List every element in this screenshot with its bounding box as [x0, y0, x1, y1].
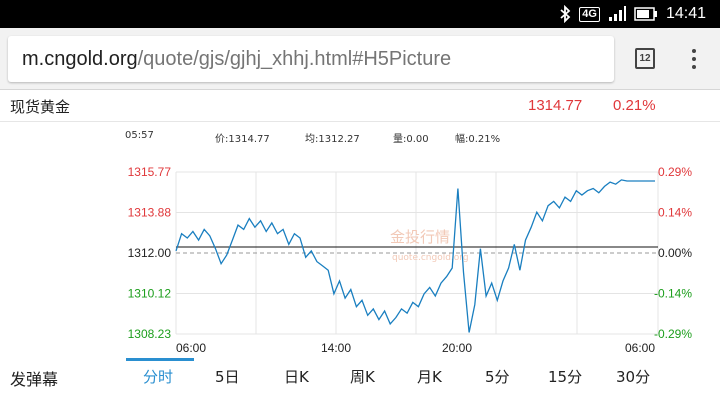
y-left-tick-label: 1310.12 [128, 287, 172, 301]
signal-icon [608, 6, 626, 22]
y-right-tick-label: -0.29% [654, 327, 692, 341]
browser-toolbar: m.cngold.org/quote/gjs/gjhj_xhhj.html#H5… [0, 28, 720, 90]
danmu-button[interactable]: 发弹幕 [10, 370, 59, 389]
tab-weekly-k[interactable]: 周K [350, 368, 375, 386]
status-bar: 4G 14:41 [0, 0, 720, 28]
y-right-tick-label: 0.29% [658, 165, 692, 179]
info-range: 幅:0.21% [455, 134, 501, 145]
quote-change: 0.21% [613, 97, 656, 114]
bluetooth-icon [559, 5, 571, 23]
battery-icon [634, 7, 658, 21]
tab-intraday[interactable]: 分时 [143, 368, 174, 386]
x-tick-label: 06:00 [625, 341, 655, 355]
watermark-url: quote.cngold.org [392, 253, 469, 263]
active-tab-indicator [126, 358, 194, 361]
status-icons: 4G 14:41 [559, 0, 706, 28]
tab-daily-k[interactable]: 日K [284, 368, 309, 386]
y-right-tick-label: -0.14% [654, 287, 692, 301]
quote-price: 1314.77 [528, 97, 583, 114]
intraday-chart[interactable]: 金投行情 quote.cngold.org 1315.77 1313.88 1312.0… [0, 150, 720, 358]
info-price: 价:1314.77 [215, 134, 270, 145]
tab-switcher-button[interactable]: 12 [635, 48, 655, 69]
overflow-menu-icon[interactable] [684, 46, 704, 72]
y-left-tick-label: 1313.88 [128, 206, 172, 220]
info-time: 05:57 [125, 130, 154, 141]
url-host: m.cngold.org [22, 47, 138, 70]
clock: 14:41 [665, 5, 706, 22]
y-right-tick-label: 0.00% [658, 246, 692, 260]
watermark-text: 金投行情 [390, 228, 450, 246]
quote-name: 现货黄金 [10, 98, 71, 116]
network-type-label: 4G [579, 6, 600, 22]
bottom-tab-bar: 发弹幕 分时 5日 日K 周K 月K 5分 15分 30分 [0, 358, 720, 405]
x-tick-label: 06:00 [176, 341, 206, 355]
tab-5day[interactable]: 5日 [215, 368, 240, 386]
price-series-line [175, 179, 655, 333]
tab-15min[interactable]: 15分 [548, 368, 583, 386]
y-left-tick-label: 1308.23 [128, 327, 172, 341]
tab-30min[interactable]: 30分 [616, 368, 651, 386]
y-left-tick-label: 1312.00 [128, 246, 172, 260]
x-tick-label: 14:00 [321, 341, 351, 355]
x-tick-label: 20:00 [442, 341, 472, 355]
y-left-tick-label: 1315.77 [128, 165, 172, 179]
tab-monthly-k[interactable]: 月K [417, 368, 442, 386]
info-volume: 量:0.00 [393, 134, 429, 145]
tab-5min[interactable]: 5分 [485, 368, 510, 386]
address-bar[interactable]: m.cngold.org/quote/gjs/gjhj_xhhj.html#H5… [8, 36, 614, 82]
y-right-tick-label: 0.14% [658, 206, 692, 220]
info-average: 均:1312.27 [305, 134, 360, 145]
url-path: /quote/gjs/gjhj_xhhj.html#H5Picture [137, 47, 452, 70]
quote-header: 现货黄金 1314.77 0.21% [0, 90, 720, 122]
